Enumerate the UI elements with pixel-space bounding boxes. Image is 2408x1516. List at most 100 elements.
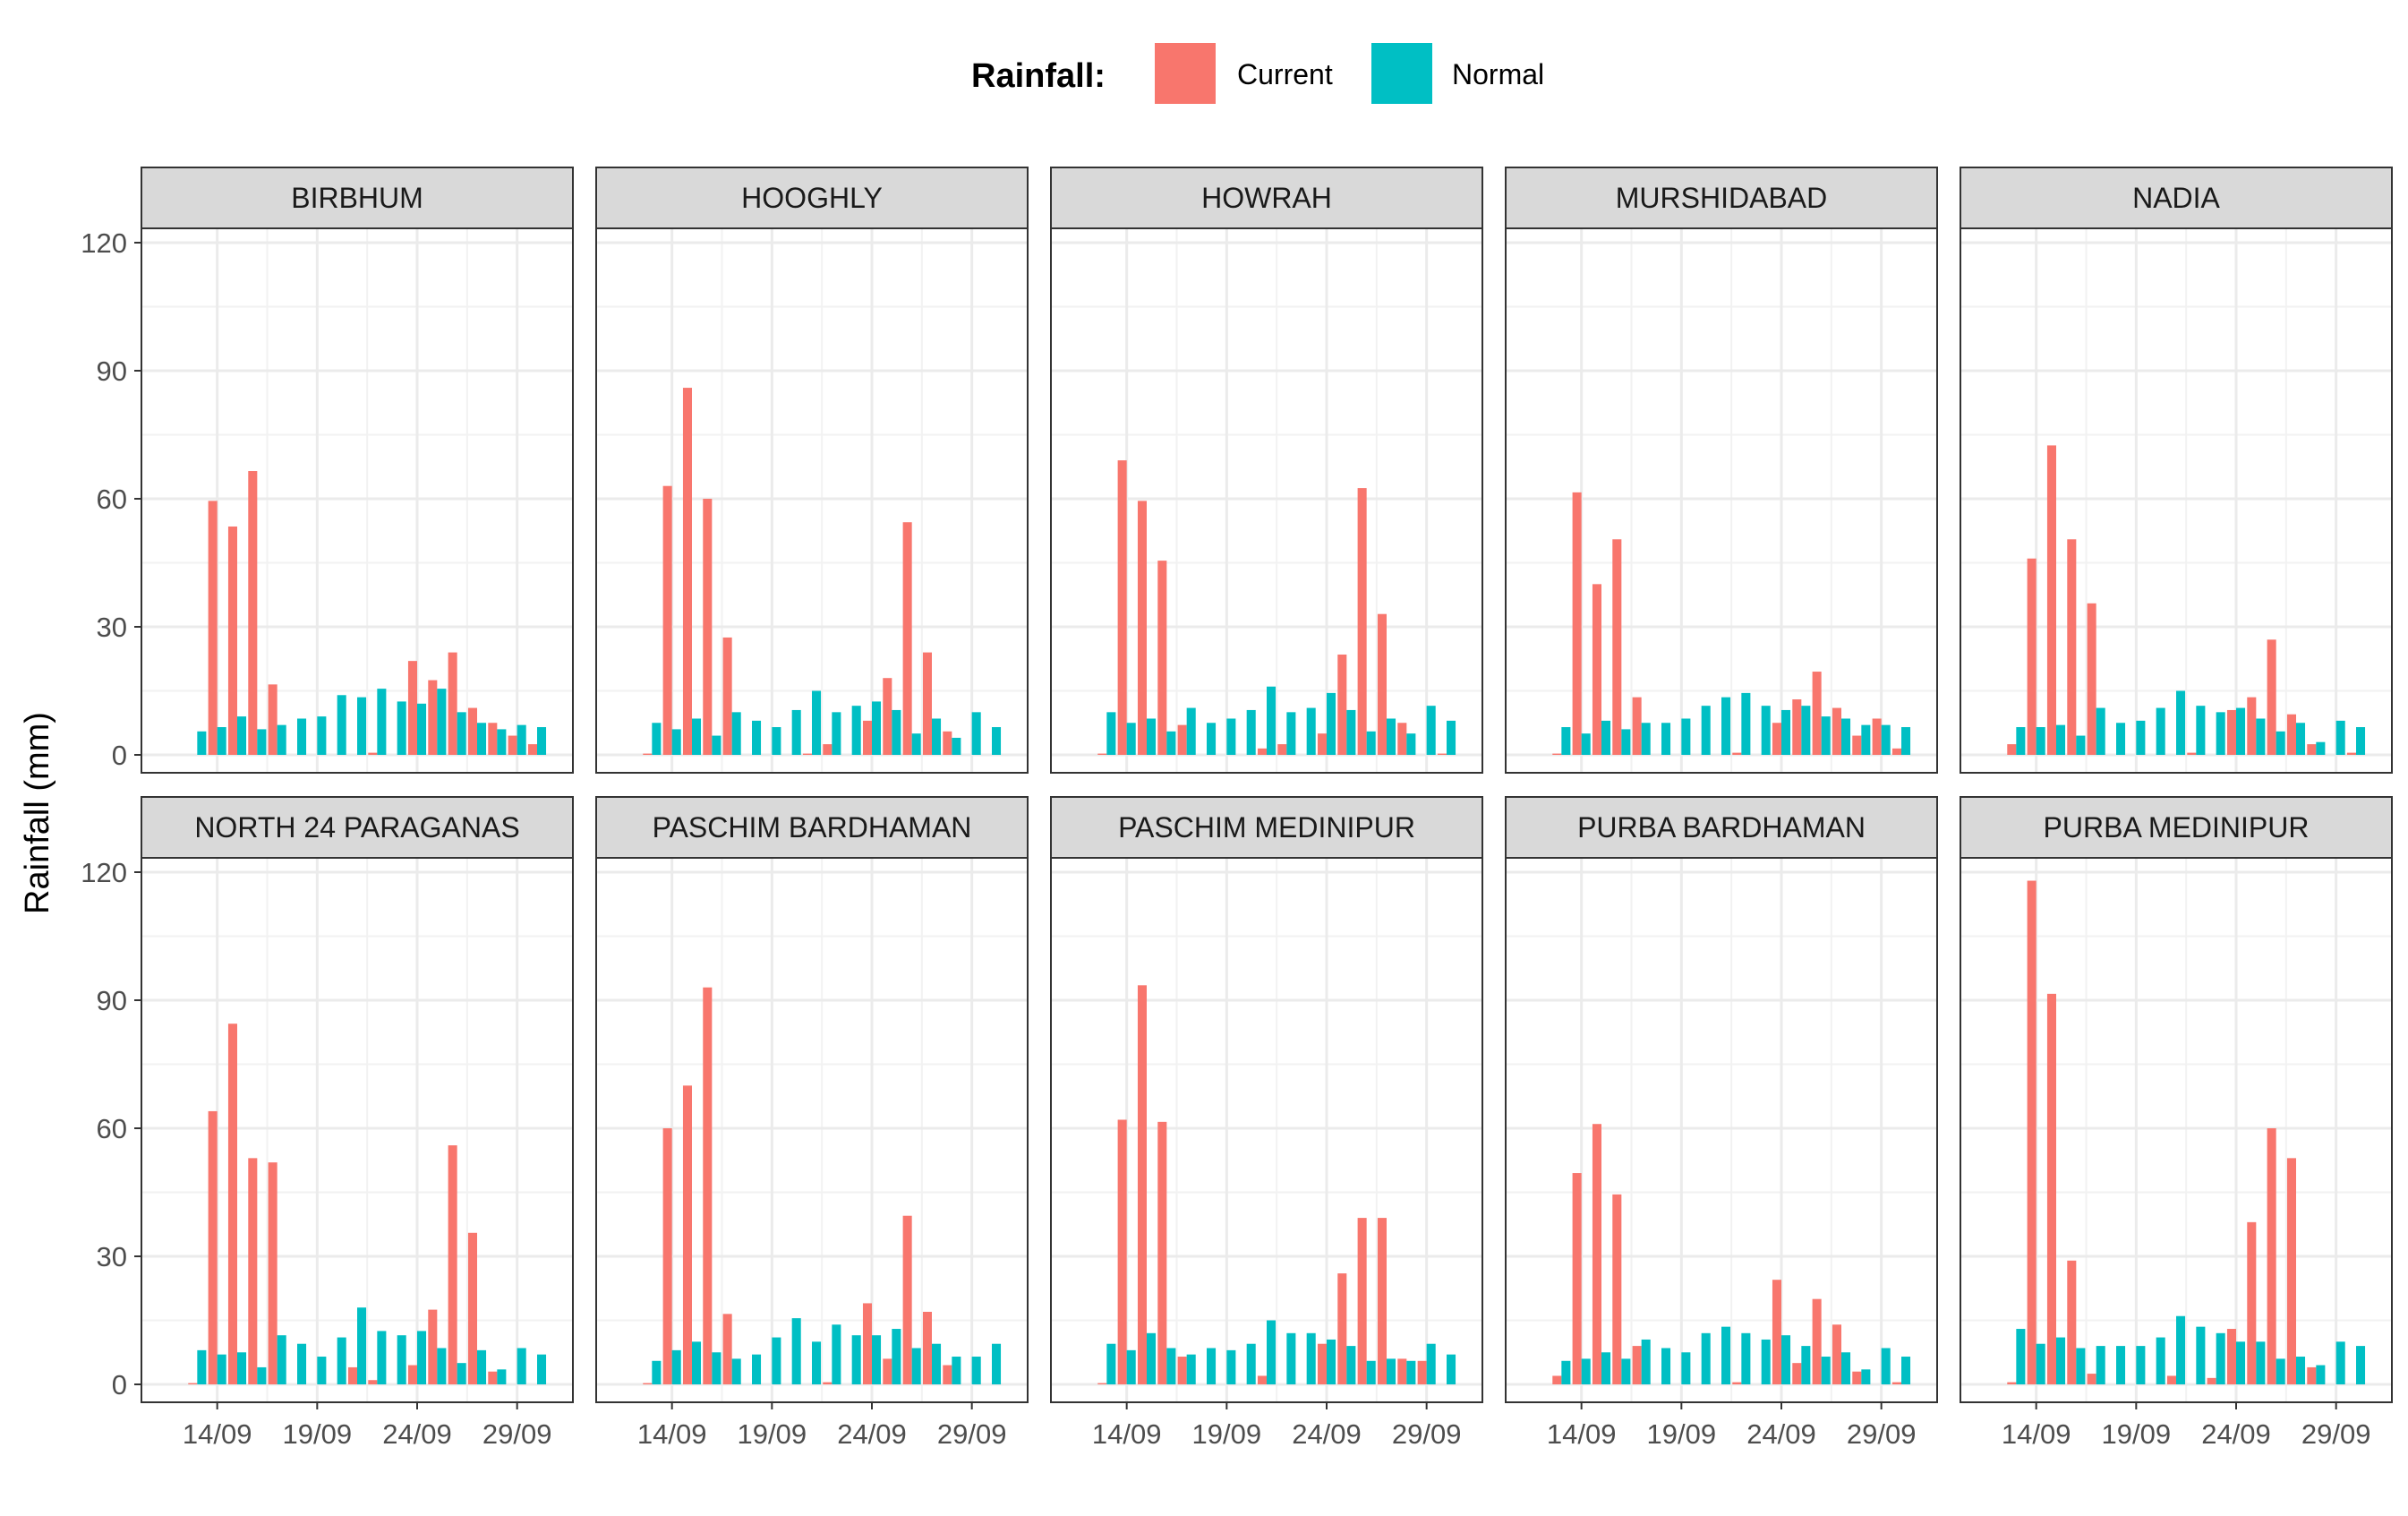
bar-normal-paschim-medinipur-2024-09-18 [1207, 1348, 1217, 1384]
bar-normal-hooghly-2024-09-20 [791, 709, 801, 755]
bar-normal-purba-medinipur-2024-09-16 [2076, 1348, 2086, 1384]
panel-murshidabad: MURSHIDABAD [1505, 167, 1938, 774]
x-tick-label: 19/09 [1192, 1418, 1262, 1450]
facet-panels: BIRBHUM 0 30 60 90 120 HOOGHLY HOWRAH MURSHIDABA… [81, 167, 2393, 1450]
x-tick-label: 29/09 [2301, 1418, 2371, 1450]
bar-current-purba-bardhaman-2024-09-16 [1612, 1194, 1622, 1384]
bar-normal-north-24-paraganas-2024-09-23 [397, 1335, 406, 1384]
bar-normal-north-24-paraganas-2024-09-16 [257, 1366, 267, 1384]
bar-current-murshidabad-2024-09-22 [1732, 752, 1742, 755]
bar-normal-paschim-bardhaman-2024-09-15 [692, 1341, 702, 1384]
bar-normal-paschim-medinipur-2024-09-24 [1327, 1339, 1336, 1384]
bar-normal-nadia-2024-09-26 [2276, 731, 2285, 755]
bar-normal-birbhum-2024-09-13 [197, 731, 207, 755]
bar-current-howrah-2024-09-17 [1177, 724, 1187, 755]
bar-normal-north-24-paraganas-2024-09-15 [237, 1352, 247, 1384]
panel-north-24-paraganas: NORTH 24 PARAGANAS 0 30 60 90 120 14/09 19/09 24… [81, 796, 574, 1450]
bar-current-north-24-paraganas-2024-09-24 [407, 1365, 417, 1384]
bar-normal-paschim-bardhaman-2024-09-29 [971, 1357, 981, 1384]
panel-birbhum: BIRBHUM 0 30 60 90 120 [81, 167, 574, 774]
bar-normal-paschim-medinipur-2024-09-14 [1126, 1349, 1136, 1384]
bar-current-nadia-2024-09-15 [2046, 445, 2056, 755]
bar-normal-purba-medinipur-2024-09-27 [2296, 1357, 2306, 1384]
bar-normal-nadia-2024-09-15 [2056, 724, 2066, 755]
bar-current-purba-medinipur-2024-09-25 [2247, 1221, 2257, 1384]
strip-purba-bardhaman [1505, 796, 1938, 859]
bar-normal-howrah-2024-09-29 [1426, 706, 1436, 755]
bar-current-paschim-medinipur-2024-09-21 [1257, 1375, 1267, 1384]
bar-current-birbhum-2024-09-16 [248, 471, 258, 755]
bar-normal-murshidabad-2024-09-19 [1681, 718, 1691, 755]
bar-normal-purba-bardhaman-2024-09-22 [1741, 1332, 1751, 1384]
bar-normal-howrah-2024-09-23 [1306, 707, 1316, 755]
bar-normal-purba-bardhaman-2024-09-26 [1821, 1357, 1831, 1384]
x-tick-label: 24/09 [382, 1418, 452, 1450]
bar-normal-north-24-paraganas-2024-09-28 [497, 1369, 507, 1384]
bar-normal-nadia-2024-09-27 [2296, 723, 2306, 755]
bar-normal-howrah-2024-09-27 [1387, 718, 1396, 755]
bar-current-north-24-paraganas-2024-09-28 [488, 1371, 498, 1384]
bar-current-paschim-bardhaman-2024-09-17 [722, 1314, 732, 1384]
bar-normal-purba-medinipur-2024-09-28 [2316, 1365, 2326, 1384]
bar-normal-paschim-bardhaman-2024-09-21 [812, 1341, 822, 1384]
bar-current-purba-bardhaman-2024-09-25 [1792, 1363, 1802, 1384]
bar-normal-howrah-2024-09-28 [1406, 733, 1416, 755]
panel-border-purba-medinipur [1960, 857, 2393, 1403]
x-tick-label: 19/09 [2102, 1418, 2172, 1450]
bar-normal-paschim-medinipur-2024-09-27 [1387, 1358, 1396, 1384]
bar-current-murshidabad-2024-09-24 [1772, 723, 1781, 755]
bar-current-howrah-2024-09-28 [1397, 723, 1407, 755]
bar-current-murshidabad-2024-09-28 [1852, 735, 1862, 755]
bar-current-nadia-2024-09-24 [2226, 709, 2236, 755]
bar-normal-paschim-medinipur-2024-09-17 [1186, 1354, 1196, 1384]
panel-border-paschim-medinipur [1050, 857, 1483, 1403]
strip-nadia [1960, 167, 2393, 229]
bar-normal-north-24-paraganas-2024-09-29 [517, 1348, 526, 1384]
bar-normal-north-24-paraganas-2024-09-27 [477, 1349, 487, 1384]
x-tick-label: 14/09 [637, 1418, 707, 1450]
bar-current-howrah-2024-09-30 [1437, 753, 1447, 755]
panel-border-north-24-paraganas [141, 857, 574, 1403]
bar-normal-hooghly-2024-09-29 [971, 712, 981, 755]
bar-normal-paschim-bardhaman-2024-09-26 [911, 1348, 921, 1384]
bar-current-purba-bardhaman-2024-09-26 [1812, 1298, 1822, 1384]
bar-current-nadia-2024-09-14 [2027, 558, 2037, 755]
bar-normal-paschim-medinipur-2024-09-22 [1286, 1332, 1296, 1384]
panel-border-paschim-bardhaman [595, 857, 1029, 1403]
bar-normal-paschim-bardhaman-2024-09-19 [772, 1337, 781, 1384]
bar-normal-murshidabad-2024-09-22 [1741, 692, 1751, 755]
bar-normal-howrah-2024-09-14 [1126, 723, 1136, 755]
bar-normal-nadia-2024-09-28 [2316, 741, 2326, 755]
panel-border-hooghly [595, 227, 1029, 774]
bar-normal-hooghly-2024-09-24 [872, 701, 882, 755]
bar-normal-north-24-paraganas-2024-09-22 [377, 1331, 387, 1384]
x-tick-label: 29/09 [482, 1418, 552, 1450]
bar-current-hooghly-2024-09-15 [682, 388, 692, 755]
legend-title: Rainfall: [971, 57, 1106, 95]
bar-normal-north-24-paraganas-2024-09-14 [217, 1354, 226, 1384]
bar-normal-purba-medinipur-2024-09-17 [2096, 1346, 2105, 1384]
bar-current-paschim-medinipur-2024-09-13 [1097, 1383, 1107, 1384]
bar-current-purba-bardhaman-2024-09-13 [1552, 1375, 1562, 1384]
bar-normal-purba-medinipur-2024-09-19 [2136, 1346, 2146, 1384]
bar-normal-birbhum-2024-09-17 [277, 724, 286, 755]
panel-paschim-medinipur: PASCHIM MEDINIPUR 14/09 19/09 24/09 29/09 [1050, 796, 1483, 1450]
bar-normal-murshidabad-2024-09-26 [1821, 716, 1831, 755]
y-tick-label: 120 [81, 857, 127, 888]
bar-normal-nadia-2024-09-21 [2176, 690, 2186, 755]
bar-current-paschim-medinipur-2024-09-25 [1337, 1273, 1347, 1384]
bar-normal-north-24-paraganas-2024-09-26 [457, 1363, 466, 1384]
x-tick-label: 14/09 [1547, 1418, 1617, 1450]
bar-current-nadia-2024-09-16 [2067, 539, 2077, 755]
strip-label-hooghly: HOOGHLY [741, 182, 883, 214]
bar-normal-nadia-2024-09-25 [2256, 718, 2266, 755]
strip-birbhum [141, 167, 574, 229]
bar-normal-purba-medinipur-2024-09-29 [2335, 1341, 2345, 1384]
bar-normal-purba-bardhaman-2024-09-16 [1621, 1358, 1631, 1384]
bar-current-birbhum-2024-09-15 [227, 526, 237, 755]
bar-normal-murshidabad-2024-09-15 [1601, 720, 1611, 755]
bar-normal-paschim-medinipur-2024-09-29 [1426, 1343, 1436, 1384]
bar-normal-purba-bardhaman-2024-09-23 [1761, 1339, 1771, 1384]
x-tick-label: 19/09 [283, 1418, 353, 1450]
bar-current-nadia-2024-09-26 [2267, 639, 2276, 755]
